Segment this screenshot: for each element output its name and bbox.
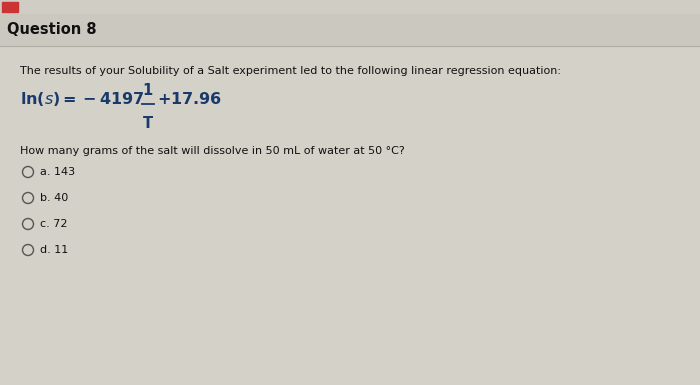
Bar (0, 0, 700, 14)
Text: Question 8: Question 8 (7, 22, 97, 37)
Bar (0, 14, 700, 46)
Text: $\mathbf{1}$: $\mathbf{1}$ (142, 82, 153, 98)
Text: b. 40: b. 40 (40, 193, 69, 203)
Text: $\mathbf{T}$: $\mathbf{T}$ (142, 115, 154, 131)
Text: d. 11: d. 11 (40, 245, 69, 255)
Text: $\mathbf{+ 17.96}$: $\mathbf{+ 17.96}$ (157, 91, 222, 107)
Text: The results of your Solubility of a Salt experiment led to the following linear : The results of your Solubility of a Salt… (20, 66, 561, 76)
Text: c. 72: c. 72 (40, 219, 67, 229)
Bar (0, 46, 700, 385)
Text: How many grams of the salt will dissolve in 50 mL of water at 50 °C?: How many grams of the salt will dissolve… (20, 146, 405, 156)
Bar (2, 2, 18, 12)
Text: $\mathbf{ln(}s\mathbf{) = -4197}$: $\mathbf{ln(}s\mathbf{) = -4197}$ (20, 90, 144, 108)
Text: a. 143: a. 143 (40, 167, 75, 177)
